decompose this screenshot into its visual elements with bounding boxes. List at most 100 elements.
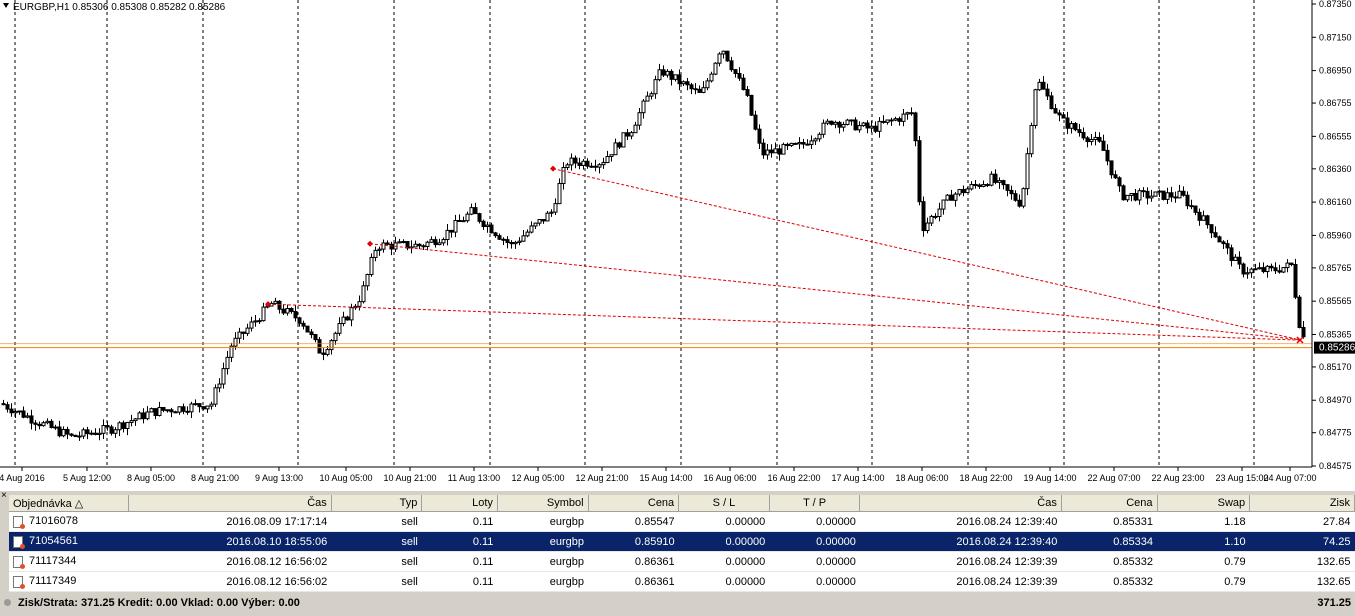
take-profit: 0.00000	[769, 571, 860, 592]
time-tick-label: 11 Aug 13:00	[448, 473, 500, 483]
time-tick-label: 18 Aug 06:00	[895, 473, 948, 483]
price-tick-label: 0.84970	[1319, 395, 1352, 405]
col-header-sl[interactable]: S / L	[678, 495, 770, 512]
price-tick-label: 0.85565	[1319, 296, 1352, 306]
col-header-close-price[interactable]: Cena	[1061, 495, 1158, 512]
stop-loss: 0.00000	[678, 531, 770, 552]
time-tick-label: 23 Aug 15:00	[1215, 473, 1268, 483]
price-tick-label: 0.84575	[1319, 461, 1352, 471]
col-header-symbol[interactable]: Symbol	[497, 495, 589, 512]
take-profit: 0.00000	[769, 511, 860, 532]
account-summary-text: Zisk/Strata: 371.25 Kredit: 0.00 Vklad: …	[18, 597, 300, 609]
stop-loss: 0.00000	[678, 571, 770, 592]
profit: 74.25	[1249, 531, 1355, 552]
price-tick-label: 0.86555	[1319, 131, 1352, 141]
open-time: 2016.08.09 17:17:14	[128, 511, 332, 532]
account-summary-bar: Zisk/Strata: 371.25 Kredit: 0.00 Vklad: …	[0, 593, 1355, 614]
lots: 0.11	[421, 511, 498, 532]
svg-text:0.85286: 0.85286	[1319, 343, 1355, 354]
col-header-price[interactable]: Cena	[588, 495, 680, 512]
time-tick-label: 10 Aug 21:00	[383, 473, 436, 483]
order-id: 71117344	[29, 555, 77, 568]
time-tick-label: 18 Aug 22:00	[959, 473, 1012, 483]
profit: 132.65	[1249, 571, 1355, 592]
time-tick-label: 15 Aug 14:00	[639, 473, 692, 483]
profit: 132.65	[1249, 551, 1355, 572]
close-price: 0.85332	[1061, 551, 1158, 572]
orders-table: Objednávka △ Čas Typ Loty Symbol Cena S …	[9, 495, 1355, 592]
col-header-order[interactable]: Objednávka △	[9, 495, 130, 512]
open-time: 2016.08.12 16:56:02	[128, 571, 332, 592]
stop-loss: 0.00000	[678, 511, 770, 532]
col-header-swap[interactable]: Swap	[1157, 495, 1251, 512]
open-price: 0.85547	[588, 511, 679, 532]
close-price: 0.85332	[1061, 571, 1158, 592]
open-time: 2016.08.12 16:56:02	[128, 551, 332, 572]
order-type: sell	[331, 551, 422, 572]
current-price-tag: 0.85286	[1314, 341, 1355, 354]
order-id: 71054561	[29, 535, 78, 548]
closed-order-icon	[13, 575, 25, 589]
col-header-tp[interactable]: T / P	[769, 495, 861, 512]
lots: 0.11	[421, 551, 498, 572]
time-tick-label: 24 Aug 07:00	[1263, 473, 1316, 483]
close-time: 2016.08.24 12:39:39	[859, 551, 1062, 572]
swap: 0.79	[1157, 571, 1250, 592]
time-tick-label: 22 Aug 07:00	[1087, 473, 1140, 483]
order-type: sell	[331, 571, 422, 592]
closed-order-icon	[13, 555, 25, 569]
close-icon[interactable]: ×	[1, 490, 7, 501]
price-tick-label: 0.86950	[1319, 66, 1352, 76]
table-row[interactable]: 71117344 2016.08.12 16:56:02 sell 0.11 e…	[9, 551, 1355, 572]
open-price: 0.86361	[588, 551, 679, 572]
symbol: eurgbp	[497, 531, 589, 552]
terminal-panel: × Objednávka △ Čas Typ Loty Symbol Cena …	[0, 491, 1355, 616]
symbol: eurgbp	[497, 511, 589, 532]
table-row[interactable]: 71117349 2016.08.12 16:56:02 sell 0.11 e…	[9, 571, 1355, 592]
price-tick-label: 0.87350	[1319, 0, 1352, 9]
close-price: 0.85331	[1061, 511, 1158, 532]
col-header-profit[interactable]: Zisk	[1249, 495, 1355, 512]
price-tick-label: 0.85365	[1319, 329, 1352, 339]
col-header-open-time[interactable]: Čas	[128, 495, 332, 512]
time-tick-label: 16 Aug 22:00	[767, 473, 820, 483]
price-tick-label: 0.85765	[1319, 263, 1352, 273]
price-tick-label: 0.87150	[1319, 32, 1352, 42]
order-type: sell	[331, 531, 422, 552]
account-summary-total: 371.25	[1317, 597, 1351, 609]
time-tick-label: 5 Aug 12:00	[63, 473, 111, 483]
time-tick-label: 8 Aug 21:00	[191, 473, 239, 483]
status-dot-icon	[4, 599, 11, 606]
profit: 27.84	[1249, 511, 1355, 532]
take-profit: 0.00000	[769, 531, 860, 552]
price-tick-label: 0.86360	[1319, 164, 1352, 174]
time-tick-label: 4 Aug 2016	[0, 473, 45, 483]
time-tick-label: 17 Aug 14:00	[831, 473, 884, 483]
time-tick-label: 19 Aug 14:00	[1023, 473, 1076, 483]
time-tick-label: 10 Aug 05:00	[319, 473, 372, 483]
close-time: 2016.08.24 12:39:40	[859, 511, 1062, 532]
open-price: 0.86361	[588, 571, 679, 592]
time-tick-label: 9 Aug 13:00	[255, 473, 303, 483]
price-chart[interactable]: 0.87350 0.87150 0.86950 0.86755 0.86555 0.863…	[0, 0, 1355, 491]
col-header-close-time[interactable]: Čas	[859, 495, 1062, 512]
col-header-type[interactable]: Typ	[331, 495, 423, 512]
swap: 1.18	[1157, 511, 1250, 532]
open-price: 0.85910	[588, 531, 679, 552]
swap: 1.10	[1157, 531, 1250, 552]
table-row[interactable]: 71016078 2016.08.09 17:17:14 sell 0.11 e…	[9, 511, 1355, 532]
order-id: 71117349	[29, 575, 77, 588]
order-type: sell	[331, 511, 422, 532]
symbol: eurgbp	[497, 551, 589, 572]
col-header-lots[interactable]: Loty	[421, 495, 498, 512]
close-time: 2016.08.24 12:39:39	[859, 571, 1062, 592]
swap: 0.79	[1157, 551, 1250, 572]
stop-loss: 0.00000	[678, 551, 770, 572]
table-row[interactable]: 71054561 2016.08.10 18:55:06 sell 0.11 e…	[9, 531, 1355, 552]
table-header: Objednávka △ Čas Typ Loty Symbol Cena S …	[9, 495, 1355, 512]
chart-title: EURGBP,H1 0.85306 0.85308 0.85282 0.8528…	[13, 2, 226, 13]
time-tick-label: 12 Aug 21:00	[575, 473, 628, 483]
symbol: eurgbp	[497, 571, 589, 592]
price-tick-label: 0.84775	[1319, 428, 1352, 438]
price-tick-label: 0.85170	[1319, 362, 1352, 372]
